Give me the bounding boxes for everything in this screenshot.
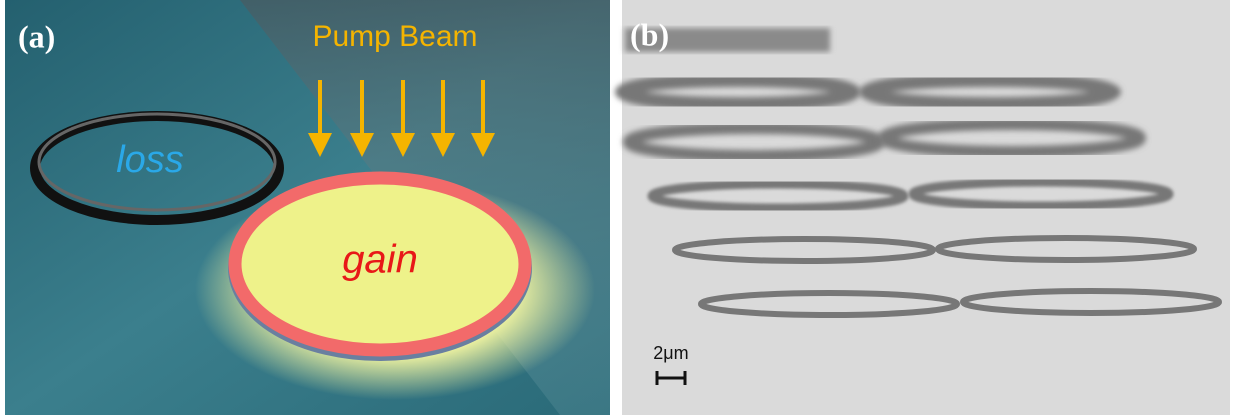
scale-label: 2μm <box>653 343 688 363</box>
panel-label: (b) <box>630 16 669 52</box>
pump-label: Pump Beam <box>312 20 477 53</box>
panel-label: (a) <box>18 18 55 54</box>
gain-label: gain <box>342 238 418 282</box>
loss-label: loss <box>116 139 184 181</box>
panel-a: (a) Pump Beam loss gain <box>5 0 610 415</box>
panel-b: (b) 2μm <box>622 0 1230 415</box>
figure: (a) Pump Beam loss gain (b) 2μm <box>0 0 1233 417</box>
